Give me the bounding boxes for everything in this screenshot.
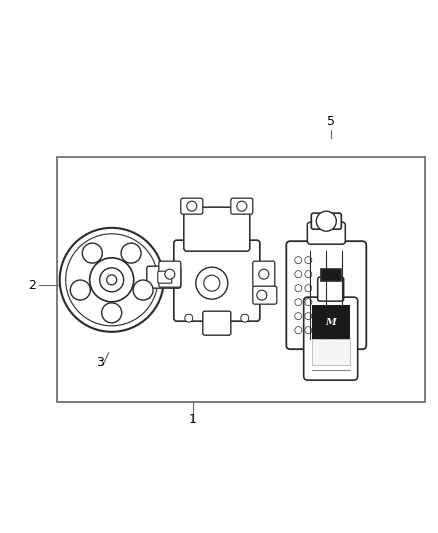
Circle shape	[316, 211, 336, 231]
Circle shape	[241, 314, 249, 322]
FancyBboxPatch shape	[181, 198, 203, 214]
FancyBboxPatch shape	[304, 297, 358, 380]
FancyBboxPatch shape	[253, 261, 275, 287]
Circle shape	[90, 258, 134, 302]
FancyBboxPatch shape	[314, 341, 338, 360]
FancyBboxPatch shape	[158, 271, 172, 283]
Circle shape	[71, 280, 90, 300]
Circle shape	[185, 314, 193, 322]
Circle shape	[259, 269, 269, 279]
Text: 3: 3	[96, 356, 104, 369]
FancyBboxPatch shape	[231, 198, 253, 214]
Bar	[312, 305, 350, 339]
Bar	[321, 269, 341, 281]
Circle shape	[60, 228, 164, 332]
FancyBboxPatch shape	[286, 241, 366, 349]
Bar	[57, 157, 425, 402]
FancyBboxPatch shape	[311, 213, 341, 229]
Text: M: M	[325, 318, 336, 327]
FancyBboxPatch shape	[318, 277, 344, 301]
FancyBboxPatch shape	[184, 207, 250, 251]
FancyBboxPatch shape	[203, 311, 231, 335]
FancyBboxPatch shape	[159, 261, 181, 287]
Circle shape	[82, 243, 102, 263]
Bar	[312, 339, 350, 365]
Text: 1: 1	[189, 414, 197, 426]
FancyBboxPatch shape	[307, 222, 345, 244]
Text: 2: 2	[28, 279, 36, 292]
Circle shape	[100, 268, 124, 292]
FancyBboxPatch shape	[147, 266, 181, 288]
Circle shape	[165, 269, 175, 279]
Circle shape	[102, 303, 122, 323]
Circle shape	[107, 275, 117, 285]
FancyBboxPatch shape	[174, 240, 260, 321]
Circle shape	[133, 280, 153, 300]
Circle shape	[237, 201, 247, 211]
FancyBboxPatch shape	[253, 286, 277, 304]
Circle shape	[187, 201, 197, 211]
Text: 5: 5	[327, 115, 335, 128]
Circle shape	[121, 243, 141, 263]
